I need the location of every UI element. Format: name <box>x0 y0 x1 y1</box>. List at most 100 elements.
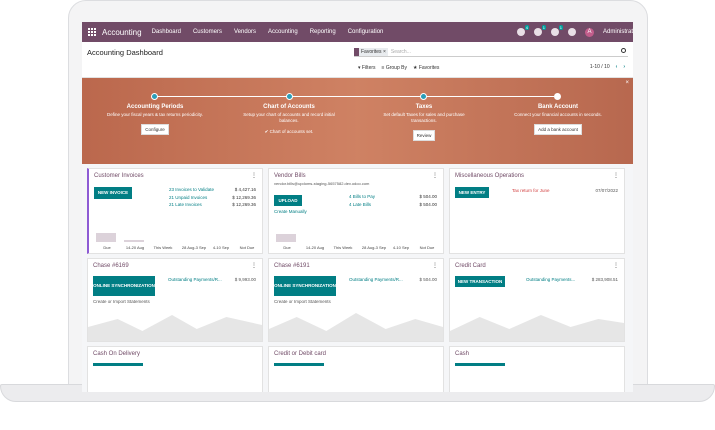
card-title[interactable]: Chase #6169 <box>93 263 129 269</box>
invoice-links: 23 Invoices to Validate 21 Unpaid Invoic… <box>169 186 214 209</box>
card-chase-6169[interactable]: Chase #6169 ⋮ ONLINE SYNCHRONIZATION Cre… <box>87 258 263 342</box>
new-entry-button[interactable]: NEW ENTRY <box>455 187 489 198</box>
card-action-button[interactable] <box>455 363 505 366</box>
pager-next-icon[interactable]: › <box>623 64 625 70</box>
step-taxes: Taxes Set default Taxes for sales and pu… <box>374 104 474 142</box>
invoices-to-validate-link[interactable]: 23 Invoices to Validate <box>169 187 214 192</box>
outstanding-payments-link[interactable]: Outstanding Payments/R... <box>168 277 222 282</box>
top-navbar: Accounting Dashboard Customers Vendors A… <box>82 22 633 42</box>
menu-reporting[interactable]: Reporting <box>309 29 336 35</box>
card-misc-operations[interactable]: Miscellaneous Operations ⋮ NEW ENTRY Tax… <box>449 168 625 254</box>
card-title[interactable]: Vendor Bills <box>274 173 306 179</box>
kebab-icon[interactable]: ⋮ <box>251 263 257 269</box>
step-title: Chart of Accounts <box>263 104 315 110</box>
user-name[interactable]: Administrat <box>602 29 633 35</box>
search-bar[interactable]: Favorites × Search... <box>354 47 628 57</box>
card-credit-debit[interactable]: Credit or Debit card <box>268 346 444 392</box>
new-invoice-button[interactable]: NEW INVOICE <box>94 187 132 199</box>
app-brand[interactable]: Accounting <box>102 27 142 37</box>
card-customer-invoices[interactable]: Customer Invoices ⋮ NEW INVOICE 23 Invoi… <box>87 168 263 254</box>
banner-close-icon[interactable]: × <box>625 80 629 86</box>
bar-label: 14-20 Aug <box>125 245 145 250</box>
apps-menu-icon[interactable] <box>88 28 96 36</box>
step-title: Taxes <box>415 104 433 110</box>
bill-links: 4 Bills to Pay 4 Late Bills <box>349 193 375 208</box>
bill-bar-chart: Due 14-20 Aug This Week 28 Aug-3 Sep 4-1… <box>274 224 440 250</box>
new-transaction-button[interactable]: NEW TRANSACTION <box>455 276 505 287</box>
bar-label: 14-20 Aug <box>305 245 325 250</box>
bar-label: 4-10 Sep <box>392 245 410 250</box>
outstanding-payments-link[interactable]: Outstanding Payments/R... <box>349 277 403 282</box>
settings-icon[interactable] <box>567 28 576 36</box>
search-icon[interactable] <box>621 48 626 53</box>
avatar[interactable]: A <box>584 27 594 37</box>
card-credit-card[interactable]: Credit Card ⋮ NEW TRANSACTION Outstandin… <box>449 258 625 342</box>
step-dot-1 <box>151 93 158 100</box>
card-chase-6191[interactable]: Chase #6191 ⋮ ONLINE SYNCHRONIZATION Cre… <box>268 258 444 342</box>
card-title[interactable]: Cash <box>455 351 470 357</box>
search-input[interactable]: Search... <box>390 48 411 55</box>
card-title[interactable]: Chase #6191 <box>274 263 310 269</box>
bar-label: 28 Aug-3 Sep <box>181 245 207 250</box>
online-sync-button[interactable]: ONLINE SYNCHRONIZATION <box>274 276 336 296</box>
upload-button[interactable]: UPLOAD <box>274 195 302 206</box>
configure-button[interactable]: Configure <box>141 124 169 136</box>
step-desc: Connect your financial accounts in secon… <box>514 112 602 117</box>
pager-prev-icon[interactable]: ‹ <box>615 64 618 70</box>
kebab-icon[interactable]: ⋮ <box>613 173 619 179</box>
card-vendor-bills[interactable]: Vendor Bills ⋮ vendor.bills@updoms-stagi… <box>268 168 444 254</box>
balance-graph <box>450 315 624 341</box>
late-invoices-link[interactable]: 21 Late Invoices <box>169 202 202 208</box>
card-title[interactable]: Miscellaneous Operations <box>455 173 525 179</box>
menu-vendors[interactable]: Vendors <box>233 29 256 35</box>
menu-dashboard[interactable]: Dashboard <box>151 29 181 35</box>
step-desc: Define your fiscal years & tax returns p… <box>107 112 203 117</box>
outstanding-payments-link[interactable]: Outstanding Payments... <box>526 277 576 282</box>
groupby-button[interactable]: ≡ Group By <box>381 65 407 71</box>
pager-value[interactable]: 1-10 / 10 <box>589 64 610 70</box>
chart-bar[interactable] <box>124 240 144 242</box>
kebab-icon[interactable]: ⋮ <box>432 173 438 179</box>
import-statements-link[interactable]: Create or Import Statements <box>93 299 150 304</box>
online-sync-button[interactable]: ONLINE SYNCHRONIZATION <box>93 276 155 296</box>
chat-icon[interactable]: 4 <box>516 25 529 36</box>
card-cash-on-delivery[interactable]: Cash On Delivery <box>87 346 263 392</box>
chart-bar[interactable] <box>276 234 296 242</box>
add-bank-account-button[interactable]: Add a bank account <box>534 124 582 136</box>
pager: 1-10 / 10 ‹ › <box>590 64 625 70</box>
menu-configuration[interactable]: Configuration <box>347 29 384 35</box>
review-button[interactable]: Review <box>412 130 436 142</box>
import-statements-link[interactable]: Create or Import Statements <box>274 299 331 304</box>
favorites-button[interactable]: ★ Favorites <box>412 65 440 71</box>
step-title: Accounting Periods <box>126 104 184 110</box>
activity-icon[interactable]: 1 <box>533 25 546 36</box>
refresh-icon[interactable]: 1 <box>550 25 563 36</box>
kebab-icon[interactable]: ⋮ <box>251 173 257 179</box>
misc-entry[interactable]: Tax return for June <box>512 188 550 193</box>
bills-to-pay-link[interactable]: 4 Bills to Pay <box>349 194 376 199</box>
value: $ 12,269.36 <box>232 194 256 200</box>
menu-customers[interactable]: Customers <box>192 29 222 35</box>
invoice-bar-chart: Due 14-20 Aug This Week 28 Aug-3 Sep 4-1… <box>94 224 260 250</box>
search-facet[interactable]: Favorites × <box>354 47 388 56</box>
card-title[interactable]: Cash On Delivery <box>93 351 141 357</box>
card-title[interactable]: Customer Invoices <box>94 173 144 179</box>
card-cash[interactable]: Cash <box>449 346 625 392</box>
menu-accounting[interactable]: Accounting <box>268 29 298 35</box>
bar-label: 4-10 Sep <box>212 245 230 250</box>
card-title[interactable]: Credit Card <box>455 263 486 269</box>
kebab-icon[interactable]: ⋮ <box>613 263 619 269</box>
unpaid-invoices-link[interactable]: 21 Unpaid Invoices <box>169 194 208 200</box>
card-action-button[interactable] <box>93 363 143 366</box>
kebab-icon[interactable]: ⋮ <box>432 263 438 269</box>
card-action-button[interactable] <box>274 363 324 366</box>
groupby-label: Group By <box>385 65 407 71</box>
balance-value: $ 9,993.00 <box>234 277 256 282</box>
step-done-text: ✔ Chart of accounts set. <box>264 129 314 135</box>
card-title[interactable]: Credit or Debit card <box>274 351 327 357</box>
chart-bar[interactable] <box>96 233 116 242</box>
filters-button[interactable]: ▾ Filters <box>358 65 376 71</box>
late-bills-link[interactable]: 4 Late Bills <box>349 201 372 207</box>
step-dot-2 <box>286 93 293 100</box>
create-manually-link[interactable]: Create Manually <box>274 209 307 214</box>
